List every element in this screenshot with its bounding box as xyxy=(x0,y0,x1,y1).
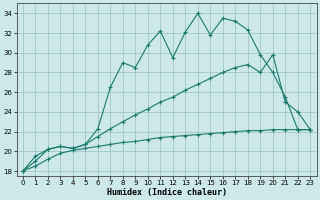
X-axis label: Humidex (Indice chaleur): Humidex (Indice chaleur) xyxy=(107,188,227,197)
